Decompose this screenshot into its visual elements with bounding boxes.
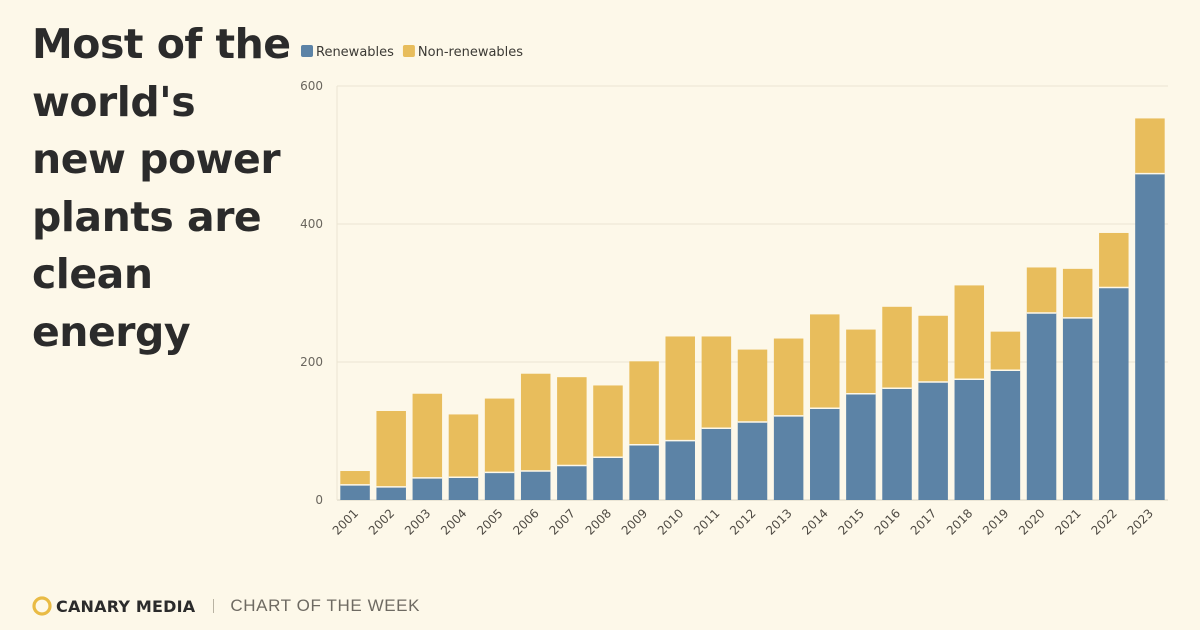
x-tick-label: 2008: [583, 506, 614, 537]
bar-non-renewables: [918, 315, 948, 383]
bar-renewables: [557, 465, 587, 500]
canary-logo-icon: [32, 596, 52, 616]
bar-non-renewables: [593, 385, 623, 458]
bar-non-renewables: [484, 398, 515, 473]
bar-non-renewables: [412, 393, 443, 478]
bar-non-renewables: [1026, 267, 1057, 314]
x-tick-label: 2007: [546, 506, 577, 537]
bar-renewables: [593, 457, 623, 500]
bar-renewables: [665, 440, 695, 500]
x-tick-label: 2021: [1052, 506, 1083, 537]
bar-renewables: [1026, 313, 1057, 500]
bar-renewables: [1062, 317, 1093, 500]
bar-renewables: [882, 388, 912, 500]
bar-renewables: [954, 379, 985, 500]
x-tick-label: 2005: [474, 506, 505, 537]
x-tick-label: 2002: [366, 506, 397, 537]
x-tick-label: 2003: [402, 506, 433, 537]
bar-renewables: [340, 484, 370, 500]
x-tick-label: 2014: [799, 506, 830, 537]
bar-non-renewables: [376, 410, 406, 487]
bar-non-renewables: [846, 329, 876, 394]
legend-swatch-non-renewables: [402, 45, 415, 57]
bar-renewables: [701, 428, 732, 500]
y-tick-label: 0: [315, 493, 323, 507]
bar-non-renewables: [1062, 268, 1093, 318]
footer-divider: [213, 599, 215, 613]
bar-renewables: [376, 486, 406, 500]
x-tick-label: 2022: [1088, 506, 1119, 537]
bar-non-renewables: [990, 331, 1021, 371]
x-tick-label: 2012: [727, 506, 758, 537]
bar-non-renewables: [629, 361, 659, 445]
x-tick-label: 2023: [1125, 506, 1156, 537]
bar-renewables: [520, 471, 551, 500]
bar-renewables: [412, 477, 443, 500]
bar-non-renewables: [665, 336, 695, 441]
bar-non-renewables: [1099, 232, 1129, 288]
bar-renewables: [448, 477, 479, 500]
bar-non-renewables: [1135, 118, 1165, 174]
bar-non-renewables: [448, 414, 479, 478]
x-tick-label: 2015: [836, 506, 867, 537]
y-tick-label: 600: [300, 79, 323, 93]
x-tick-label: 2010: [655, 506, 686, 537]
x-tick-label: 2006: [510, 506, 541, 537]
bar-renewables: [737, 422, 768, 500]
bar-non-renewables: [810, 314, 840, 409]
bar-renewables: [990, 370, 1021, 500]
bar-non-renewables: [954, 285, 985, 380]
footer-tag: CHART OF THE WEEK: [230, 596, 421, 615]
bar-non-renewables: [701, 336, 732, 429]
x-tick-label: 2018: [944, 506, 975, 537]
bar-renewables: [773, 415, 804, 500]
x-tick-label: 2017: [908, 506, 939, 537]
headline: Most of the world's new power plants are…: [32, 20, 291, 356]
x-tick-label: 2020: [1016, 506, 1047, 537]
x-tick-label: 2016: [872, 506, 903, 537]
bar-non-renewables: [340, 471, 370, 485]
x-tick-label: 2011: [691, 506, 722, 537]
bar-non-renewables: [737, 349, 768, 423]
footer: CANARY MEDIA CHART OF THE WEEK: [32, 588, 420, 624]
bar-renewables: [810, 408, 840, 500]
bar-renewables: [484, 472, 515, 500]
x-tick-label: 2004: [438, 506, 469, 537]
brand-name[interactable]: CANARY MEDIA: [56, 596, 196, 616]
bar-non-renewables: [520, 373, 551, 472]
bar-renewables: [629, 444, 659, 500]
bar-non-renewables: [773, 338, 804, 416]
y-tick-label: 200: [300, 355, 323, 369]
legend-swatch-renewables: [301, 45, 313, 57]
bar-renewables: [1099, 287, 1129, 500]
bar-renewables: [846, 393, 876, 500]
x-tick-label: 2013: [763, 506, 794, 537]
legend-label-renewables: Renewables: [316, 45, 394, 60]
legend-label-non-renewables: Non-renewables: [418, 45, 523, 60]
y-tick-label: 400: [300, 217, 323, 231]
bar-non-renewables: [882, 306, 912, 389]
bar-non-renewables: [557, 377, 587, 466]
bar-renewables: [1135, 173, 1165, 500]
bar-renewables: [918, 382, 948, 500]
x-tick-label: 2001: [330, 506, 361, 537]
x-tick-label: 2019: [980, 506, 1011, 537]
x-tick-label: 2009: [619, 506, 650, 537]
